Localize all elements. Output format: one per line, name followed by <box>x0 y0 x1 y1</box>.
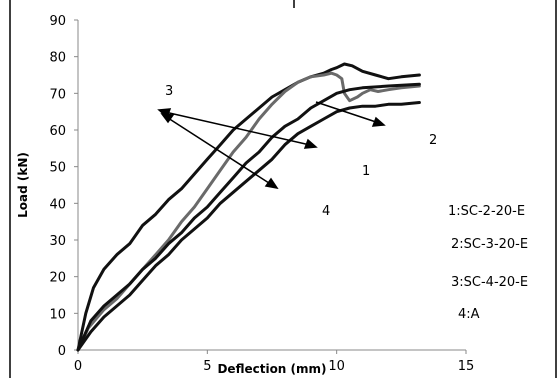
arrow-3-shaft <box>164 111 311 146</box>
y-axis-title: Load (kN) <box>16 152 30 218</box>
series-line-2 <box>76 71 421 352</box>
arrow-2-shaft <box>315 101 380 124</box>
legend-entry-2: 2:SC-3-20-E <box>451 237 528 252</box>
y-tick-label: 10 <box>49 307 66 322</box>
y-tick-label: 70 <box>49 87 66 102</box>
series-line-3 <box>76 82 421 352</box>
arrow-1-shaft <box>167 117 273 186</box>
legend-entry-1: 1:SC-2-20-E <box>448 204 525 219</box>
arrow-1-head-right <box>264 177 279 190</box>
x-axis-ticks: 0 5 10 15 <box>74 350 474 374</box>
y-tick-label: 80 <box>49 51 66 66</box>
y-tick-label: 20 <box>49 271 66 286</box>
y-tick-label: 0 <box>58 344 66 359</box>
arrow-3-head-right <box>303 138 318 149</box>
legend-entry-4: 4:A <box>458 307 480 322</box>
y-tick-label: 60 <box>49 124 66 139</box>
x-tick-label: 10 <box>328 359 345 374</box>
arrow-2-head <box>371 116 386 127</box>
y-tick-label: 30 <box>49 234 66 249</box>
annotation-2: 2 <box>429 133 437 148</box>
x-axis-title: Deflection (mm) <box>217 362 326 376</box>
series-line-1 <box>76 62 421 352</box>
annotation-1: 1 <box>362 164 370 179</box>
annotation-3: 3 <box>165 84 173 99</box>
y-tick-label: 50 <box>49 161 66 176</box>
x-tick-label: 5 <box>203 359 211 374</box>
x-tick-label: 0 <box>74 359 82 374</box>
x-tick-label: 15 <box>458 359 475 374</box>
y-axis-ticks: 0 10 20 30 40 50 60 70 80 90 <box>49 14 78 359</box>
legend-entry-3: 3:SC-4-20-E <box>451 275 528 290</box>
arrow-1-head-left <box>160 113 175 124</box>
y-tick-label: 90 <box>49 14 66 29</box>
series-line-4 <box>76 101 421 352</box>
annotation-arrows <box>157 101 386 190</box>
series-layer <box>76 62 421 352</box>
y-tick-label: 40 <box>49 197 66 212</box>
annotation-4: 4 <box>322 204 330 219</box>
